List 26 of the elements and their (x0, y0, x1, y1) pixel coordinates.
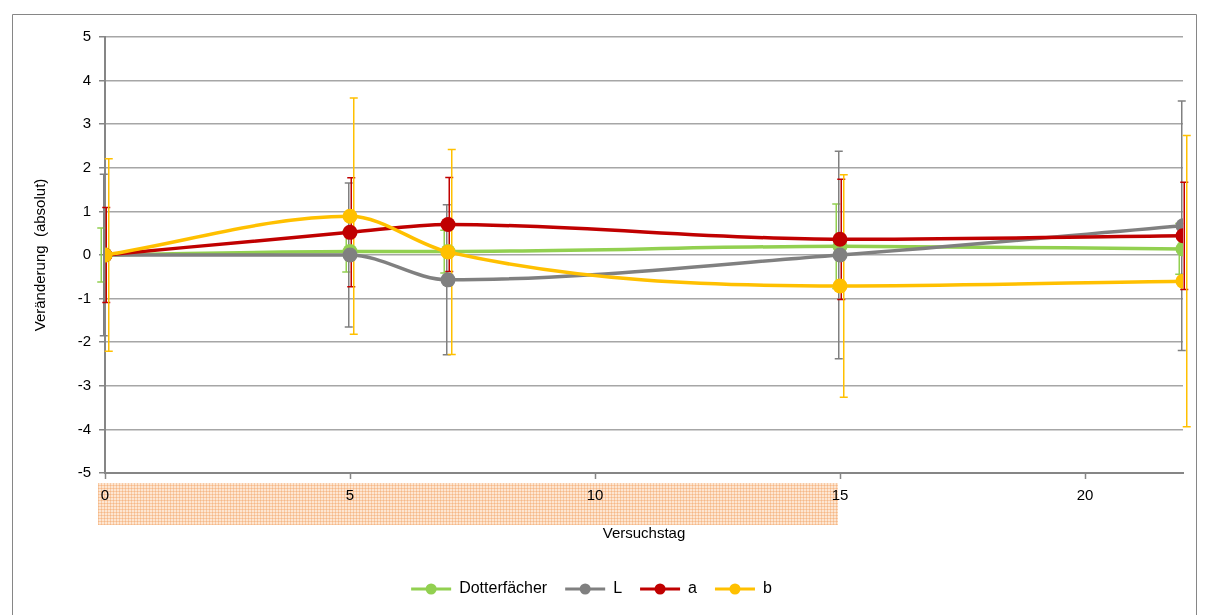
y-tick-label: 2 (82, 157, 91, 175)
x-tick-label: 15 (831, 486, 849, 504)
x-axis-title: Versuchstag (602, 524, 686, 542)
x-tick-label: 20 (1076, 486, 1094, 504)
y-tick-label: 1 (82, 201, 91, 219)
y-tick-label: 4 (82, 70, 91, 88)
y-tick-label: 0 (82, 245, 91, 263)
point (440, 216, 456, 232)
y-tick-label: -3 (77, 375, 91, 393)
legend-label: b (762, 579, 772, 597)
x-tick-label: 5 (345, 486, 355, 504)
x-tick-label: 0 (100, 486, 110, 504)
point (440, 272, 456, 288)
legend-label: a (688, 579, 698, 597)
y-tick-label: -5 (77, 463, 91, 481)
y-tick-label: -1 (77, 288, 91, 306)
y-tick-label: 5 (82, 27, 91, 45)
point (342, 224, 358, 240)
legend-label: L (613, 579, 623, 597)
y-axis-title: Veränderung (absolut) (31, 178, 49, 332)
y-tick-label: 3 (82, 114, 91, 132)
x-tick-label: 10 (586, 486, 604, 504)
point (342, 208, 358, 224)
y-tick-label: -4 (77, 419, 91, 437)
y-tick-label: -2 (77, 332, 91, 350)
legend-label: Dotterfächer (459, 579, 548, 597)
